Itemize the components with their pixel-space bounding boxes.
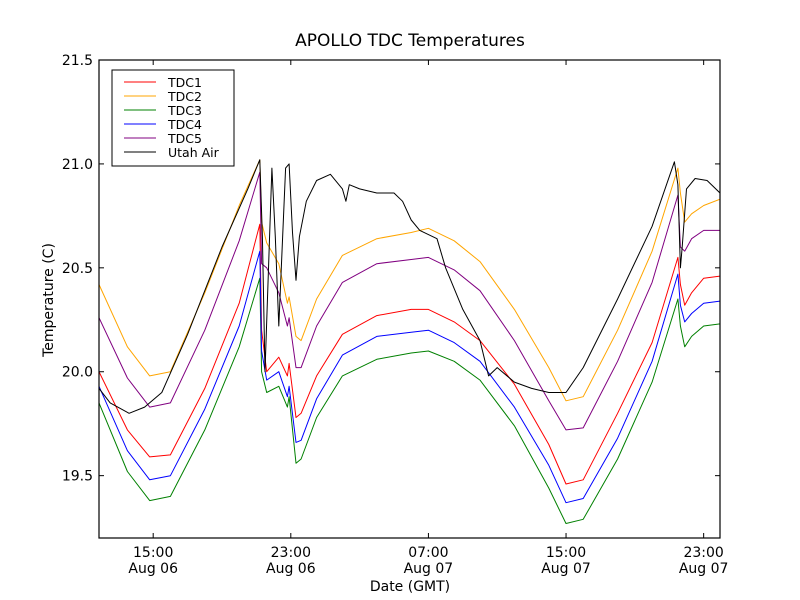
y-axis: 19.5 20.0 20.5 21.0 21.5 bbox=[62, 53, 720, 485]
plot-area bbox=[99, 159, 720, 524]
y-tick-label: 19.5 bbox=[62, 469, 93, 485]
x-tick-label-date: Aug 06 bbox=[128, 561, 178, 577]
series-line-tdc2 bbox=[99, 159, 720, 402]
x-axis-label: Date (GMT) bbox=[370, 579, 450, 595]
y-tick-label: 21.0 bbox=[62, 157, 93, 173]
chart-title: APOLLO TDC Temperatures bbox=[295, 31, 525, 51]
series-line-tdc1 bbox=[99, 223, 720, 485]
x-tick-label-date: Aug 07 bbox=[679, 561, 729, 577]
x-tick-label-time: 23:00 bbox=[271, 545, 311, 561]
axes-border bbox=[98, 59, 721, 539]
y-tick-label: 20.5 bbox=[62, 261, 93, 277]
legend-label: TDC4 bbox=[167, 117, 202, 132]
x-tick-label-date: Aug 07 bbox=[404, 561, 454, 577]
series-line-tdc3 bbox=[99, 277, 720, 524]
legend-label: TDC3 bbox=[167, 103, 202, 118]
x-tick-label-date: Aug 07 bbox=[541, 561, 591, 577]
legend-label: TDC2 bbox=[167, 89, 202, 104]
x-tick-label-date: Aug 06 bbox=[266, 561, 316, 577]
x-tick-label-time: 23:00 bbox=[683, 545, 723, 561]
x-tick-label-time: 15:00 bbox=[133, 545, 173, 561]
y-axis-label: Temperature (C) bbox=[41, 243, 57, 358]
x-tick-label-time: 07:00 bbox=[408, 545, 448, 561]
series-line-tdc4 bbox=[99, 250, 720, 504]
x-tick-label-time: 15:00 bbox=[546, 545, 586, 561]
legend-label: TDC5 bbox=[167, 131, 202, 146]
series-line-utah-air bbox=[99, 159, 720, 414]
y-tick-label: 20.0 bbox=[62, 365, 93, 381]
axes-frame bbox=[98, 59, 721, 539]
series-line-tdc5 bbox=[99, 171, 720, 431]
legend-label: Utah Air bbox=[168, 145, 220, 160]
y-tick-label: 21.5 bbox=[62, 53, 93, 69]
legend-box bbox=[111, 69, 235, 167]
legend-label: TDC1 bbox=[167, 75, 202, 90]
